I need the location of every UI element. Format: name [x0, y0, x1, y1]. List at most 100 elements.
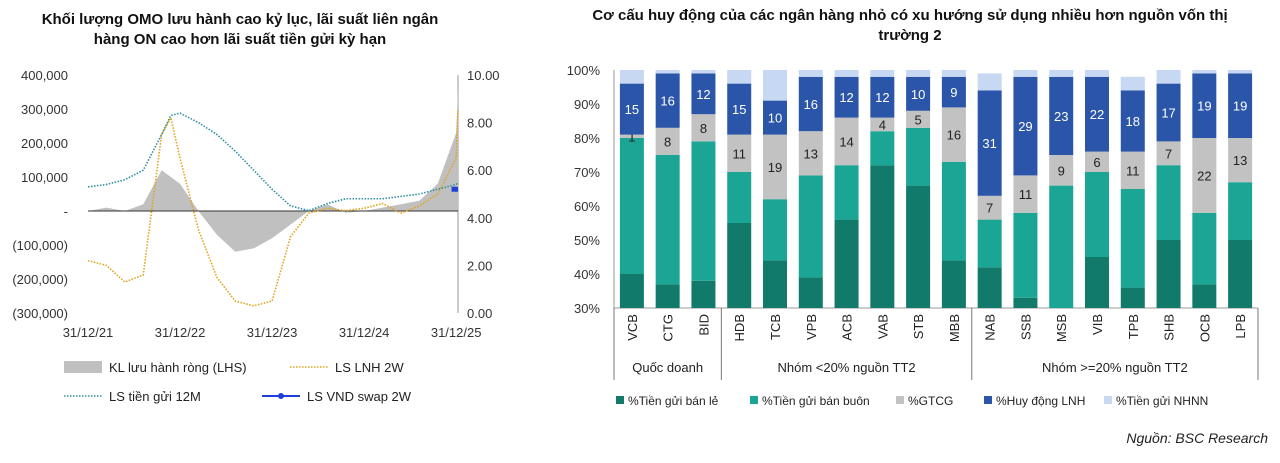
bar-segment — [1049, 76, 1074, 155]
data-label: 10 — [768, 111, 782, 126]
bar-segment — [1192, 70, 1217, 74]
bar-segment — [655, 73, 680, 128]
data-label: 9 — [1058, 163, 1065, 178]
bar-segment — [1192, 212, 1217, 285]
data-label: 1 — [628, 129, 635, 144]
data-label: 9 — [950, 85, 957, 100]
bar-segment — [655, 127, 680, 155]
group-label: Nhóm >=20% nguồn TT2 — [1042, 360, 1188, 375]
bar-segment — [798, 131, 823, 176]
bar-segment — [906, 110, 931, 128]
y-tick: 70% — [574, 165, 600, 180]
bar-segment — [977, 267, 1002, 308]
bar-segment — [1120, 151, 1145, 189]
bar-segment — [1049, 70, 1074, 77]
series-line-2 — [87, 112, 459, 212]
bar-segment — [619, 83, 644, 135]
data-label: 19 — [768, 160, 782, 175]
data-label: 13 — [1233, 153, 1247, 168]
legend-label: %Tiền gửi bán buôn — [762, 394, 870, 408]
bar-segment — [763, 134, 787, 200]
bar-segment — [834, 165, 859, 220]
bar-segment — [941, 107, 966, 162]
bar-segment — [691, 73, 716, 115]
bar-segment — [727, 134, 752, 172]
x-tick: 31/12/25 — [431, 325, 482, 340]
bar-segment — [870, 131, 895, 166]
y-tick: 50% — [574, 233, 600, 248]
data-label: 22 — [1197, 168, 1211, 183]
data-label: 19 — [1197, 99, 1211, 114]
bar-segment — [977, 195, 1002, 220]
category-label: MBB — [947, 314, 962, 342]
bar-segment — [691, 280, 716, 308]
y-tick: 30% — [574, 301, 600, 316]
category-label: VPB — [804, 314, 819, 340]
bar-segment — [906, 185, 931, 308]
y-tick: 60% — [574, 199, 600, 214]
bar-segment — [977, 90, 1002, 196]
bar-segment — [1192, 73, 1217, 138]
category-label: VAB — [875, 314, 890, 339]
legend-label: %Tiền gửi NHNN — [1116, 394, 1208, 408]
data-label: 16 — [660, 94, 674, 109]
data-label: 31 — [982, 136, 996, 151]
left-y-tick: 400,000 — [21, 68, 68, 83]
bar-segment — [1013, 212, 1038, 298]
right-y-tick: 10.00 — [467, 68, 500, 83]
bar-segment — [763, 100, 787, 135]
bar-segment — [1228, 138, 1253, 183]
left-y-tick: 200,000 — [21, 136, 68, 151]
data-label: 12 — [839, 90, 853, 105]
data-label: 10 — [911, 87, 925, 102]
bar-segment — [1085, 70, 1109, 77]
data-label: 18 — [1126, 114, 1140, 129]
bar-segment — [655, 155, 680, 285]
bar-segment — [834, 117, 859, 166]
bar-segment — [1085, 76, 1109, 152]
left-chart-title: Khối lượng OMO lưu hành cao kỷ lục, lãi … — [41, 11, 439, 48]
bar-segment — [1192, 138, 1217, 213]
legend-swatch — [984, 396, 992, 404]
category-label: NAB — [983, 314, 998, 341]
data-label: 15 — [625, 102, 639, 117]
bar-segment — [1156, 70, 1181, 84]
data-label: 23 — [1054, 109, 1068, 124]
category-label: SSB — [1018, 314, 1033, 340]
bar-segment — [941, 161, 966, 261]
bar-segment — [727, 83, 752, 135]
y-tick: 80% — [574, 131, 600, 146]
bar-segment — [834, 76, 859, 118]
data-label: 22 — [1090, 107, 1104, 122]
legend-swatch — [896, 396, 904, 404]
bar-segment — [1085, 257, 1109, 308]
bar-segment — [763, 70, 787, 101]
bar-segment — [619, 70, 644, 84]
bar-segment — [941, 260, 966, 308]
bar-segment — [1228, 70, 1253, 74]
category-label: VIB — [1090, 314, 1105, 335]
data-label: 15 — [732, 102, 746, 117]
data-label: 12 — [875, 90, 889, 105]
bar-segment — [1228, 240, 1253, 308]
x-tick: 31/12/21 — [63, 325, 114, 340]
source-note: Nguồn: BSC Research — [1126, 430, 1268, 446]
bar-segment — [941, 76, 966, 108]
bar-segment — [727, 223, 752, 308]
legend-label: LS tiền gửi 12M — [109, 389, 201, 404]
bar-segment — [1049, 155, 1074, 186]
bar-segment — [1192, 284, 1217, 308]
bar-segment — [1156, 165, 1181, 240]
category-label: VCB — [625, 314, 640, 341]
category-label: OCB — [1197, 314, 1212, 342]
left-y-tick: 100,000 — [21, 170, 68, 185]
bar-segment — [1156, 141, 1181, 166]
bar-segment — [977, 219, 1002, 268]
bar-segment — [1228, 73, 1253, 138]
bar-segment — [1156, 240, 1181, 308]
legend-label: %Huy động LNH — [996, 394, 1085, 408]
category-label: STB — [911, 314, 926, 339]
bar-segment — [906, 76, 931, 111]
bar-segment — [619, 134, 644, 138]
